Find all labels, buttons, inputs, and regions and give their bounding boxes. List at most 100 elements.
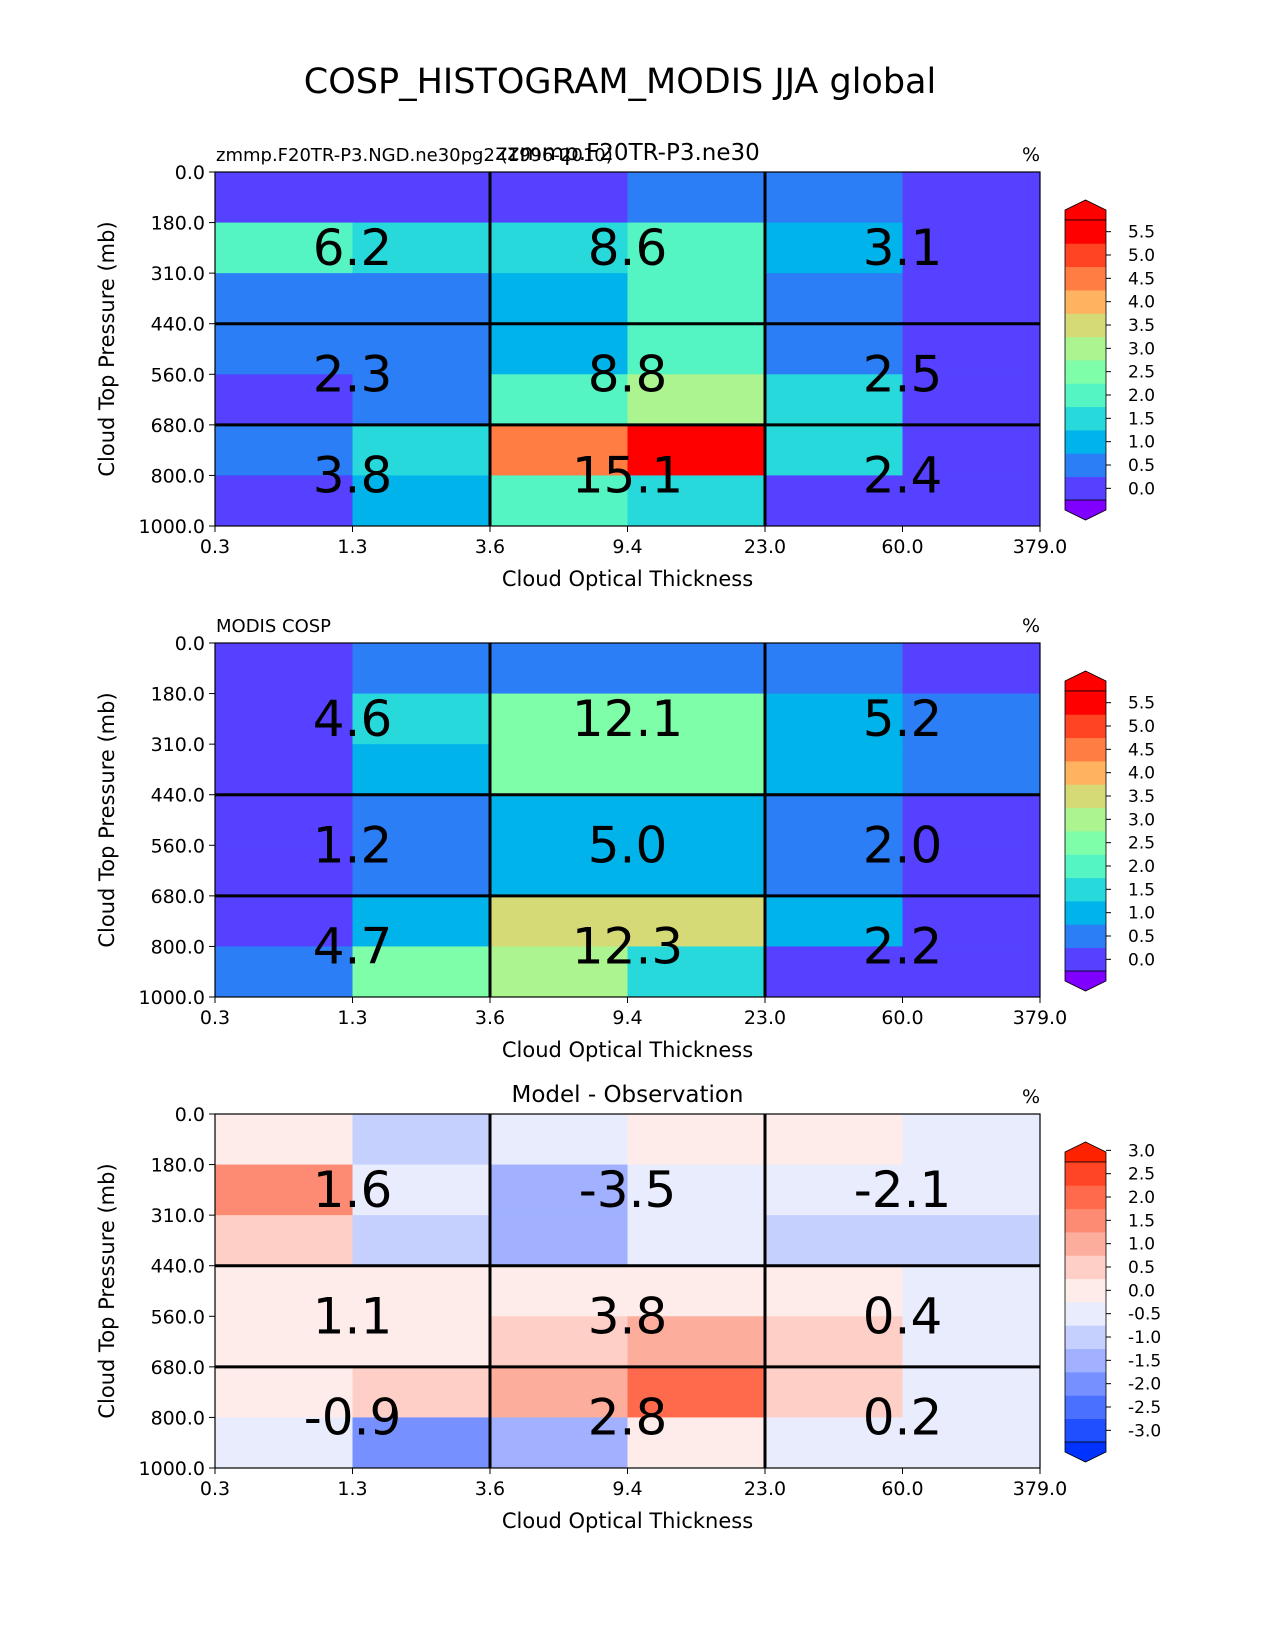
colorbar-tick-label: 1.0	[1128, 1235, 1155, 1255]
group-value-label: 15.1	[572, 446, 683, 504]
heatmap-cell	[902, 1316, 1041, 1368]
colorbar-tick-label: -3.0	[1128, 1421, 1161, 1441]
heatmap-cell	[490, 1417, 628, 1469]
group-value-label: 12.1	[572, 690, 683, 748]
colorbar-tick-label: 1.5	[1128, 409, 1155, 429]
x-tick-label: 23.0	[744, 1007, 786, 1029]
heatmap-cell	[352, 845, 491, 897]
colorbar-over-arrow	[1064, 1141, 1107, 1163]
heatmap-cell	[490, 424, 628, 476]
colorbar-segment	[1065, 1395, 1106, 1420]
colorbar-segment	[1065, 1372, 1106, 1396]
colorbar-segment	[1065, 737, 1106, 762]
heatmap-cell	[490, 1164, 628, 1216]
heatmap-cell	[627, 1215, 766, 1267]
colorbar-segment	[1065, 924, 1106, 949]
x-tick-label: 9.4	[612, 536, 642, 558]
heatmap-cell	[902, 845, 1041, 897]
heatmap-cell	[765, 1316, 903, 1368]
x-tick-label: 60.0	[881, 536, 923, 558]
group-value-label: 3.8	[313, 446, 393, 504]
group-value-label: 3.1	[863, 219, 943, 277]
heatmap-cell	[902, 172, 1041, 224]
colorbar-tick-label: 1.0	[1128, 433, 1155, 453]
heatmap-cell	[490, 895, 628, 947]
heatmap-cell	[765, 424, 903, 476]
panel-left-title: zmmp.F20TR-P3.NGD.ne30pg2 (1996-2010)	[216, 145, 613, 166]
heatmap-cell	[902, 1215, 1041, 1267]
panel-difference: 1.6 -3.5 -2.1 1.1 3.8 0.4 -0.9 2.8 0.2 0.3 1.3 3.6 9…	[95, 1082, 1161, 1533]
group-value-label: 3.8	[588, 1287, 668, 1345]
heatmap-cell	[765, 374, 903, 426]
colorbar-tick-label: 3.5	[1128, 316, 1155, 336]
heatmap-cell	[490, 1316, 628, 1368]
heatmap-cell	[215, 643, 353, 695]
heatmap-cell	[215, 1417, 353, 1469]
group-value-label: 6.2	[313, 219, 393, 277]
panel-center-title: zzmmp.F20TR-P3.ne30	[495, 140, 760, 166]
heatmap-cell	[627, 794, 766, 846]
colorbar-over-arrow	[1064, 199, 1107, 221]
heatmap-cell	[490, 475, 628, 527]
group-value-label: 12.3	[572, 917, 683, 975]
group-value-label: 2.8	[588, 1388, 668, 1446]
heatmap-cell	[627, 895, 766, 947]
colorbar-segment	[1065, 453, 1106, 478]
heatmap-cell	[215, 424, 353, 476]
heatmap-cell	[215, 895, 353, 947]
panel-left-title: MODIS COSP	[216, 616, 331, 637]
panel-test: 6.2 8.6 3.1 2.3 8.8 2.5 3.8 15.1 2.4 0.3 1.3 3.6 9.4…	[95, 140, 1155, 591]
heatmap-cell	[490, 1215, 628, 1267]
heatmap-cell	[352, 895, 491, 947]
y-tick-label: 440.0	[151, 785, 205, 807]
x-tick-label: 23.0	[744, 536, 786, 558]
y-tick-label: 1000.0	[139, 516, 205, 538]
x-axis-label: Cloud Optical Thickness	[502, 567, 753, 591]
heatmap-cell	[352, 1164, 491, 1216]
heatmap-cell	[352, 946, 491, 998]
group-value-label: 4.6	[313, 690, 393, 748]
heatmap-cell	[902, 374, 1041, 426]
colorbar-segment	[1065, 336, 1106, 361]
x-tick-label: 0.3	[200, 536, 230, 558]
heatmap-cell	[215, 1316, 353, 1368]
y-tick-label: 0.0	[175, 1104, 205, 1126]
heatmap-cell	[490, 1114, 628, 1166]
heatmap-cell	[765, 222, 903, 274]
y-tick-label: 1000.0	[139, 987, 205, 1009]
heatmap-cell	[902, 222, 1041, 274]
heatmap-cell	[765, 1265, 903, 1317]
colorbar-under-arrow	[1064, 499, 1107, 521]
colorbar-under-arrow	[1064, 970, 1107, 992]
heatmap-cell	[902, 273, 1041, 325]
x-tick-label: 3.6	[475, 1007, 505, 1029]
colorbar-segment	[1065, 360, 1106, 384]
group-value-label: -0.9	[304, 1388, 402, 1446]
heatmap-cell	[490, 794, 628, 846]
y-tick-label: 0.0	[175, 162, 205, 184]
colorbar-tick-label: 2.0	[1128, 1188, 1155, 1208]
heatmap-cell	[352, 1417, 491, 1469]
colorbar-tick-label: 0.5	[1128, 1258, 1155, 1278]
y-tick-label: 800.0	[151, 1407, 205, 1429]
colorbar-segment	[1065, 1302, 1106, 1326]
heatmap-cell	[902, 1265, 1041, 1317]
heatmap-cell	[352, 1215, 491, 1267]
x-tick-label: 3.6	[475, 536, 505, 558]
colorbar-tick-label: 4.0	[1128, 293, 1155, 313]
colorbar-segment	[1065, 1278, 1106, 1303]
panel-units: %	[1022, 144, 1040, 166]
heatmap-cell	[627, 845, 766, 897]
heatmap-cell	[765, 794, 903, 846]
heatmap-cell	[215, 1114, 353, 1166]
x-tick-label: 0.3	[200, 1007, 230, 1029]
heatmap-cell	[352, 794, 491, 846]
heatmap-cell	[627, 1417, 766, 1469]
heatmap-cell	[902, 475, 1041, 527]
heatmap-cell	[765, 946, 903, 998]
y-tick-label: 310.0	[151, 1205, 205, 1227]
heatmap-cell	[490, 374, 628, 426]
heatmap-cell	[215, 744, 353, 796]
heatmap-cell	[902, 1114, 1041, 1166]
